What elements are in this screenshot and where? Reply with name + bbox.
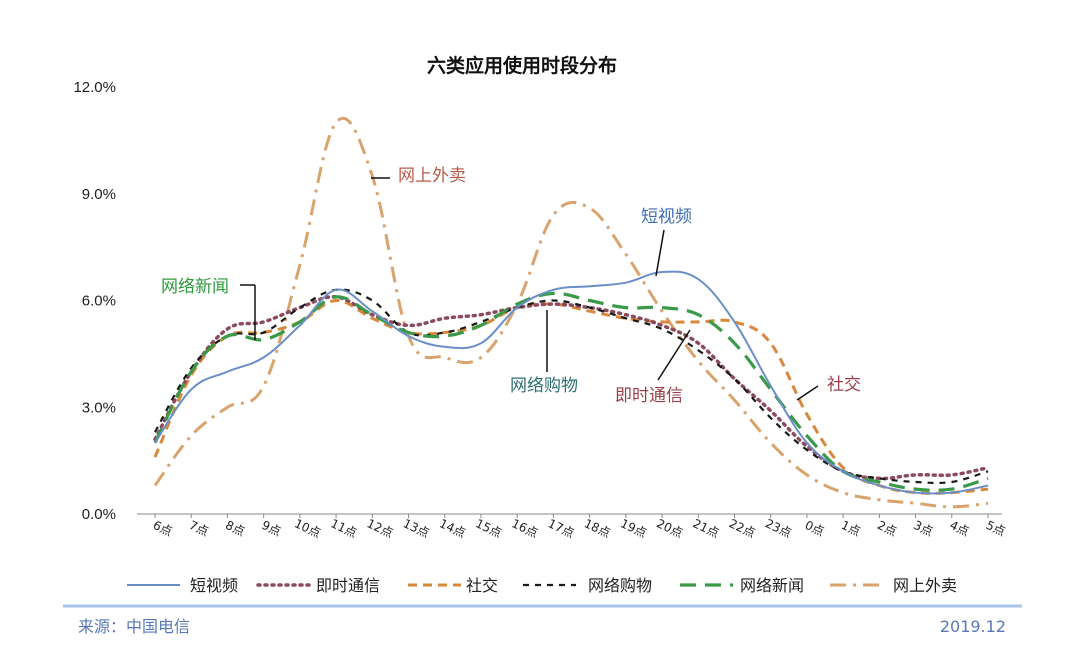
y-axis: 0.0% 3.0% 6.0% 9.0% 12.0% [73, 79, 116, 523]
x-axis: 6点 7点 8点 9点 10点 11点 12点 13点 14点 15点 16点 17点 18点 19点 20… [151, 514, 1008, 540]
x-tick-label: 6点 [151, 518, 175, 539]
date-label: 2019.12 [940, 617, 1006, 636]
annotation-leader-duanshipin [655, 229, 665, 277]
series-line-5 [153, 116, 989, 509]
series-line-0 [154, 270, 989, 495]
annotations: 网上外卖 短视频 网络新闻 网络购物 即时通信 社交 [161, 166, 861, 406]
y-tick-label: 9.0% [82, 186, 116, 203]
annotation-leader-shejiao [796, 385, 819, 401]
x-tick-label: 16点 [510, 516, 541, 540]
annotation-shejiao: 社交 [827, 375, 861, 395]
x-tick-label: 17点 [546, 516, 577, 540]
y-tick-label: 3.0% [82, 399, 116, 416]
y-tick-label: 12.0% [73, 79, 116, 96]
x-tick-label: 7点 [187, 518, 211, 539]
x-tick-label: 22点 [727, 516, 758, 540]
x-tick-label: 23点 [763, 516, 794, 540]
legend-label: 网络购物 [588, 576, 652, 595]
legend-label: 网上外卖 [893, 576, 957, 595]
x-tick-label: 1点 [839, 518, 863, 539]
x-tick-label: 4点 [948, 518, 972, 539]
annotation-gouwu: 网络购物 [510, 376, 578, 396]
legend-label: 网络新闻 [740, 576, 804, 595]
x-tick-label: 15点 [473, 516, 504, 540]
y-tick-label: 6.0% [82, 293, 116, 310]
legend-label: 社交 [466, 576, 498, 595]
x-tick-label: 21点 [691, 516, 722, 540]
legend: 短视频 即时通信 社交 网络购物 网络新闻 网上外卖 [127, 576, 957, 595]
annotation-leader-tongxin [657, 329, 691, 381]
x-tick-label: 18点 [582, 516, 613, 540]
legend-label: 短视频 [190, 576, 238, 595]
x-tick-label: 2点 [875, 518, 899, 539]
y-tick-label: 0.0% [82, 506, 116, 523]
annotation-xinwen: 网络新闻 [161, 277, 229, 297]
x-tick-label: 10点 [292, 516, 323, 540]
x-tick-label: 0点 [803, 518, 827, 539]
series-layer [153, 116, 990, 509]
x-tick-label: 3点 [911, 518, 935, 539]
x-tick-label: 9点 [259, 518, 283, 539]
x-tick-label: 8点 [223, 518, 247, 539]
legend-label: 即时通信 [316, 576, 380, 595]
x-tick-label: 13点 [401, 516, 432, 540]
annotation-duanshipin: 短视频 [641, 207, 692, 227]
x-tick-label: 12点 [365, 516, 396, 540]
x-tick-label: 20点 [654, 516, 685, 540]
x-tick-label: 19点 [618, 516, 649, 540]
series-line-2 [153, 298, 989, 495]
x-tick-label: 11点 [328, 516, 359, 540]
chart-title: 六类应用使用时段分布 [427, 54, 617, 77]
annotation-waimai: 网上外卖 [398, 166, 466, 186]
x-tick-label: 14点 [437, 516, 468, 540]
x-tick-label: 5点 [984, 518, 1008, 539]
source-label: 来源：中国电信 [78, 617, 190, 636]
annotation-tongxin: 即时通信 [615, 386, 683, 406]
